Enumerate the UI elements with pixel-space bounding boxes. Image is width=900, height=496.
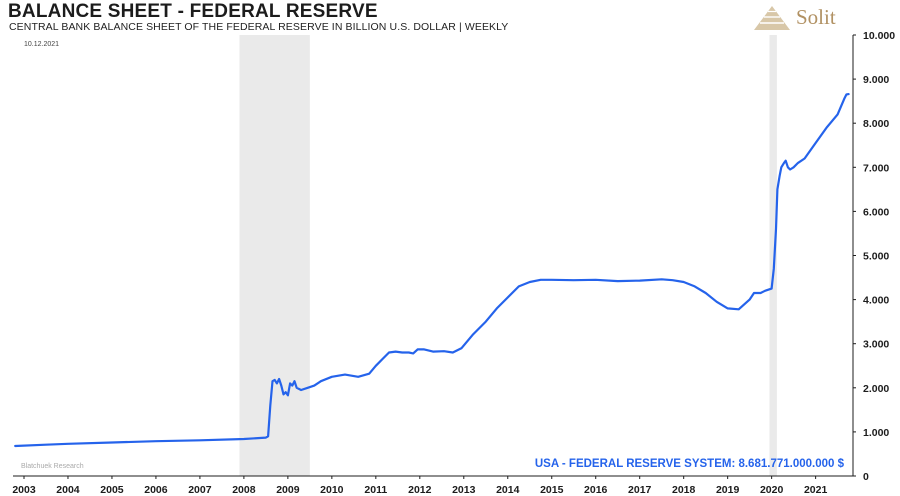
y-tick-label: 8.000 [863, 118, 889, 130]
y-tick-label: 3.000 [863, 339, 889, 351]
x-tick-label: 2012 [408, 484, 432, 496]
x-tick-label: 2005 [100, 484, 124, 496]
x-tick-label: 2007 [188, 484, 212, 496]
x-tick-label: 2006 [144, 484, 168, 496]
x-tick-label: 2018 [672, 484, 696, 496]
page-subtitle: CENTRAL BANK BALANCE SHEET OF THE FEDERA… [9, 21, 509, 33]
x-tick-label: 2009 [276, 484, 300, 496]
x-tick-label: 2004 [56, 484, 80, 496]
x-tick-label: 2021 [804, 484, 828, 496]
x-tick-label: 2008 [232, 484, 256, 496]
x-tick-label: 2017 [628, 484, 652, 496]
y-tick-label: 0 [863, 471, 869, 483]
x-tick-label: 2013 [452, 484, 476, 496]
series-line [14, 93, 850, 448]
x-tick-label: 2016 [584, 484, 608, 496]
y-tick-label: 5.000 [863, 251, 889, 263]
x-tick-label: 2020 [760, 484, 784, 496]
recession-shading-group [239, 35, 777, 476]
y-tick-label: 9.000 [863, 74, 889, 86]
x-tick-label: 2003 [12, 484, 36, 496]
y-tick-label: 2.000 [863, 383, 889, 395]
series-value-annotation: USA - FEDERAL RESERVE SYSTEM: 8.681.771.… [535, 458, 845, 470]
y-tick-label: 4.000 [863, 295, 889, 307]
x-tick-label: 2010 [320, 484, 344, 496]
brand-logo: Solit [752, 2, 892, 34]
brand-name: Solit [796, 5, 836, 29]
y-tick-label: 6.000 [863, 206, 889, 218]
y-tick-label: 10.000 [863, 30, 895, 42]
recession-band [769, 35, 777, 476]
pyramid-logo-icon [754, 6, 790, 30]
recession-band [239, 35, 310, 476]
y-tick-label: 1.000 [863, 427, 889, 439]
x-axis-ticks: 2003 2004 2005 2006 2007 2008 2009 2010 2011 2012… [12, 476, 827, 496]
page-title: BALANCE SHEET - FEDERAL RESERVE [8, 1, 378, 22]
y-axis-ticks: 0 1.000 2.000 3.000 4.000 5.000 6.000 7.000 8.00… [853, 30, 895, 483]
x-tick-label: 2015 [540, 484, 564, 496]
source-label: Blatchuek Research [21, 463, 84, 470]
series-group [14, 93, 850, 448]
x-tick-label: 2019 [716, 484, 740, 496]
date-label: 10.12.2021 [24, 41, 59, 48]
y-tick-label: 7.000 [863, 162, 889, 174]
x-tick-label: 2014 [496, 484, 520, 496]
x-tick-label: 2011 [364, 484, 387, 496]
